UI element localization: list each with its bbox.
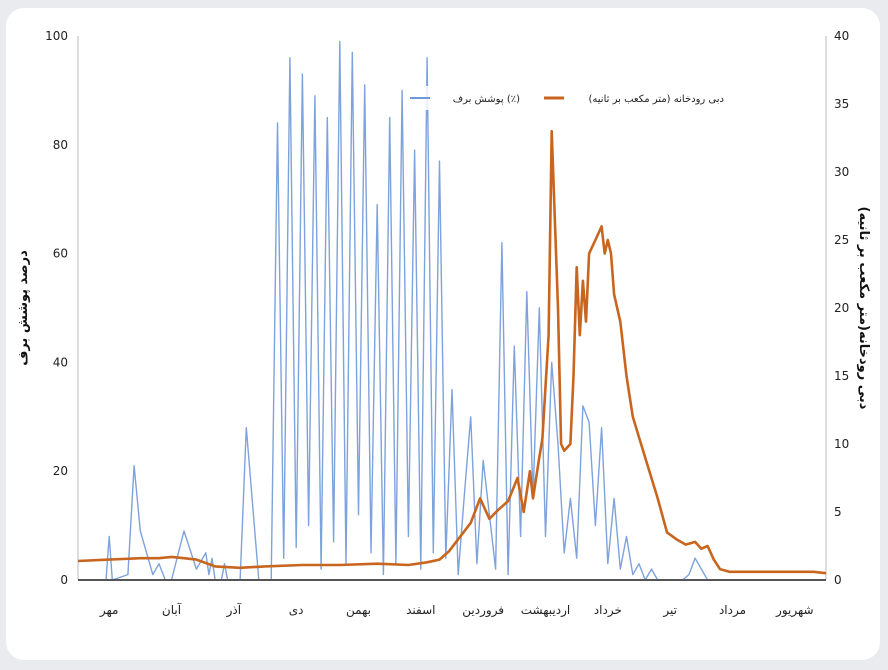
- x-category-label: فروردین: [462, 603, 504, 618]
- series-line-snow-cover: [78, 40, 826, 581]
- x-category-label: مرداد: [719, 603, 746, 618]
- x-category-label: خرداد: [594, 603, 622, 618]
- plot-group: [77, 40, 827, 581]
- x-category-label: اردیبهشت: [521, 603, 570, 618]
- right-tick-label: 30: [834, 165, 849, 179]
- left-tick-label: 100: [45, 29, 68, 43]
- right-tick-label: 20: [834, 301, 849, 315]
- left-tick-label: 40: [53, 355, 68, 369]
- left-tick-label: 80: [53, 138, 68, 152]
- legend-label-snow: پوشش برف (٪): [453, 94, 520, 105]
- x-category-label: اسفند: [406, 603, 435, 617]
- x-category-label: آبان: [162, 602, 182, 617]
- right-tick-label: 15: [834, 369, 849, 383]
- left-tick-label: 20: [53, 464, 68, 478]
- x-category-label: دی: [289, 603, 304, 617]
- x-category-label: تیر: [662, 603, 677, 618]
- right-tick-label: 25: [834, 233, 849, 247]
- x-category-label: بهمن: [346, 603, 371, 618]
- left-tick-label: 60: [53, 247, 68, 261]
- legend-label-discharge: دبی رودخانه (متر مکعب بر ثانیه): [589, 94, 724, 105]
- right-tick-label: 35: [834, 97, 849, 111]
- legend: دبی رودخانه (متر مکعب بر ثانیه) پوشش برف…: [410, 86, 734, 110]
- axes-group: 0 20 40 60 80 100 0 5 10 15 20 25 30 35 40 مهر آبان آذر دی…: [45, 29, 849, 618]
- right-tick-label: 0: [834, 573, 842, 587]
- right-tick-label: 10: [834, 437, 849, 451]
- legend-box: [424, 86, 734, 110]
- right-tick-label: 40: [834, 29, 849, 43]
- left-axis-title: درصد پوشش برف: [16, 250, 31, 366]
- left-tick-label: 0: [60, 573, 68, 587]
- x-category-label: مهر: [99, 603, 119, 618]
- right-axis-title: دبی رودخانه(متر مکعب بر ثانیه): [856, 207, 871, 410]
- chart-card: [6, 8, 880, 660]
- right-tick-label: 5: [834, 505, 842, 519]
- series-line-river-discharge: [77, 129, 827, 575]
- x-category-label: شهریور: [775, 603, 814, 618]
- x-category-label: آذر: [226, 602, 242, 618]
